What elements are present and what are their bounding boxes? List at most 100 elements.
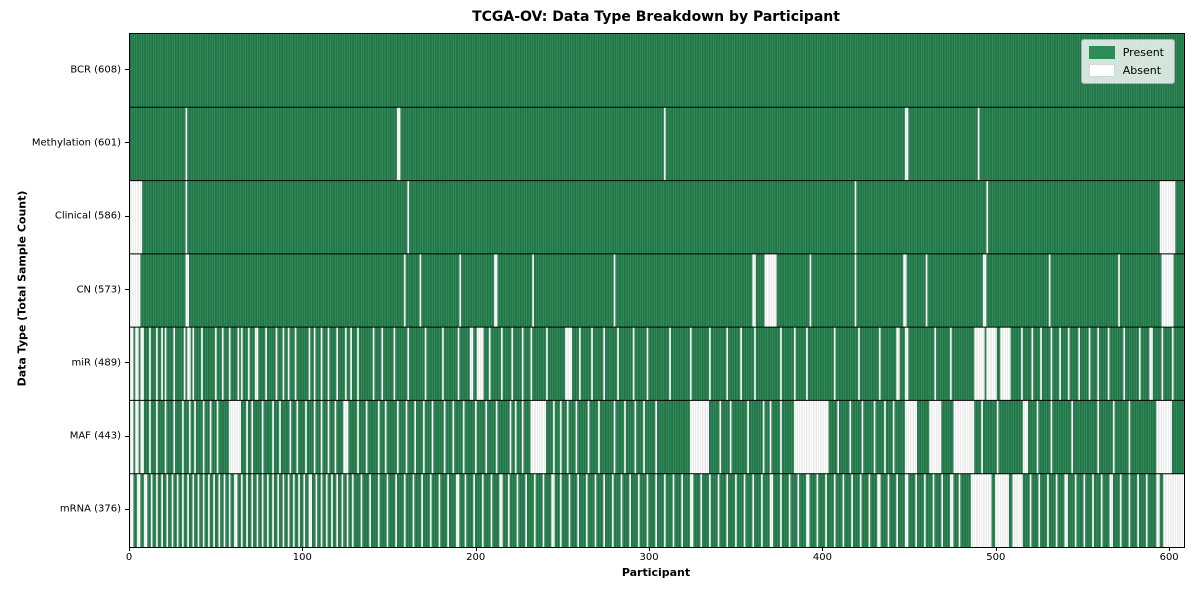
absent-block <box>877 473 881 547</box>
absent-block <box>1097 327 1100 401</box>
absent-block <box>272 400 274 474</box>
absent-block <box>982 253 987 328</box>
absent-block <box>1000 327 1011 401</box>
absent-block <box>1128 400 1131 474</box>
absent-block <box>1163 473 1184 547</box>
legend: Present Absent <box>1080 39 1175 84</box>
absent-block <box>201 327 203 401</box>
absent-block <box>228 327 231 401</box>
absent-block <box>793 327 796 401</box>
absent-block <box>769 473 774 547</box>
row-band-Clinical <box>130 180 1184 254</box>
absent-block <box>272 473 274 547</box>
absent-block <box>351 473 354 547</box>
absent-block <box>858 327 860 401</box>
absent-block <box>587 400 590 474</box>
absent-block <box>726 327 729 401</box>
absent-block <box>407 180 410 254</box>
absent-block <box>140 327 144 401</box>
legend-label-present: Present <box>1122 46 1164 59</box>
absent-block <box>331 473 333 547</box>
absent-block <box>161 473 163 547</box>
absent-block <box>793 400 829 474</box>
absent-block <box>357 327 359 401</box>
absent-block <box>1161 253 1174 328</box>
absent-block <box>429 473 432 547</box>
absent-block <box>735 473 737 547</box>
absent-block <box>266 473 269 547</box>
absent-block <box>412 473 415 547</box>
absent-block <box>887 473 890 547</box>
absent-block <box>395 473 397 547</box>
absent-block <box>611 473 614 547</box>
ytick-label-miR: miR (489) <box>71 357 121 369</box>
absent-block <box>1055 473 1058 547</box>
absent-block <box>185 107 188 181</box>
absent-block <box>1012 473 1023 547</box>
absent-block <box>559 473 562 547</box>
absent-block <box>414 400 417 474</box>
absent-block <box>613 400 616 474</box>
absent-block <box>986 327 997 401</box>
absent-block <box>377 400 380 474</box>
absent-block <box>780 473 782 547</box>
absent-block <box>530 400 547 474</box>
absent-block <box>634 400 637 474</box>
absent-block <box>1059 327 1061 401</box>
absent-block <box>533 473 536 547</box>
xtick-label-300: 300 <box>639 552 659 563</box>
absent-block <box>617 327 619 401</box>
absent-block <box>336 473 339 547</box>
absent-block <box>183 327 186 401</box>
ytick-label-CN: CN (573) <box>76 284 121 295</box>
absent-block <box>532 253 534 328</box>
absent-block <box>156 327 158 401</box>
legend-label-absent: Absent <box>1122 64 1162 77</box>
absent-block <box>1036 400 1039 474</box>
absent-block <box>743 473 746 547</box>
absent-block <box>559 400 562 474</box>
absent-block <box>308 327 311 401</box>
absent-block <box>228 473 231 547</box>
absent-block <box>949 473 954 547</box>
absent-block <box>384 400 387 474</box>
absent-block <box>315 473 318 547</box>
absent-block <box>386 473 389 547</box>
absent-block <box>473 473 475 547</box>
absent-block <box>372 327 375 401</box>
absent-block <box>1022 400 1028 474</box>
absent-block <box>251 473 254 547</box>
absent-block <box>1171 327 1174 401</box>
absent-block <box>511 327 514 401</box>
absent-block <box>213 473 215 547</box>
absent-block <box>521 400 524 474</box>
absent-block <box>254 327 259 401</box>
absent-block <box>325 473 328 547</box>
absent-block <box>974 327 985 401</box>
absent-block <box>578 327 581 401</box>
absent-block <box>419 253 422 328</box>
absent-block <box>689 327 692 401</box>
absent-block <box>761 473 763 547</box>
absent-block <box>603 327 605 401</box>
absent-block <box>949 327 952 401</box>
absent-block <box>689 400 710 474</box>
absent-block <box>859 473 862 547</box>
absent-block <box>202 400 205 474</box>
absent-block <box>1145 473 1148 547</box>
absent-block <box>303 473 306 547</box>
absent-block <box>396 107 401 181</box>
absent-block <box>884 400 886 474</box>
absent-block <box>130 473 134 547</box>
absent-block <box>575 400 578 474</box>
absent-block <box>1118 253 1120 328</box>
absent-block <box>1137 473 1139 547</box>
absent-block <box>681 473 684 547</box>
absent-block <box>1071 400 1074 474</box>
absent-block <box>495 400 498 474</box>
absent-block <box>194 400 196 474</box>
absent-block <box>279 400 281 474</box>
ytick-mark <box>125 289 129 290</box>
absent-block <box>1092 473 1094 547</box>
absent-block <box>166 473 169 547</box>
